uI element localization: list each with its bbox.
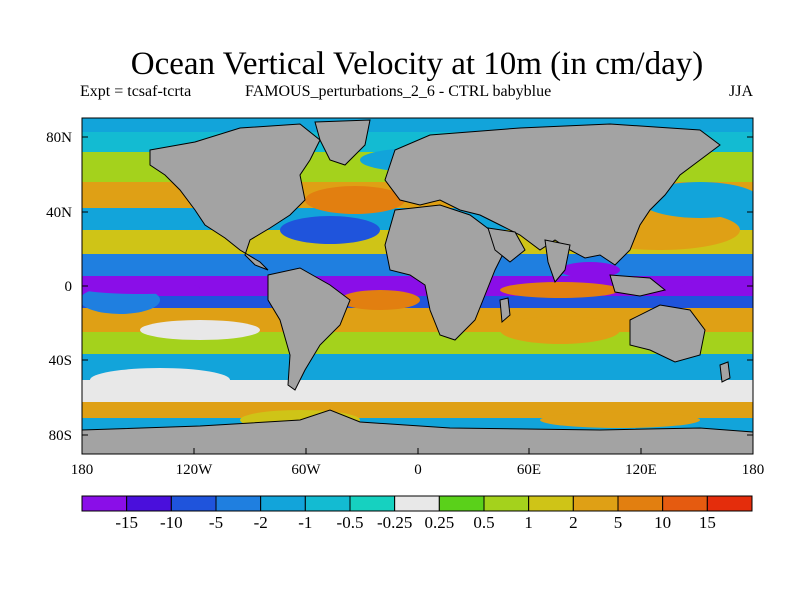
colorbar-label: 5: [614, 513, 623, 532]
land-greenland: [314, 119, 371, 166]
land-africa: [384, 204, 506, 341]
land-india: [544, 239, 571, 283]
lat-tick-label: 0: [65, 279, 73, 295]
colorbar-label: 10: [654, 513, 671, 532]
colorbar-label: -2: [254, 513, 268, 532]
experiment-label: Expt = tcsaf-tcrta: [80, 83, 192, 100]
land-australia: [629, 304, 706, 363]
colorbar-swatch: [260, 495, 306, 512]
lon-tick-label: 60W: [291, 462, 321, 478]
colorbar-label: 2: [569, 513, 578, 532]
colorbar-label: -10: [160, 513, 183, 532]
colorbar-swatch: [215, 495, 262, 512]
experiment-description: FAMOUS_perturbations_2_6 - CTRL babyblue: [245, 83, 552, 100]
lon-tick-label: 120W: [176, 462, 214, 478]
colorbar-swatch: [394, 495, 440, 512]
colorbar-swatch: [662, 495, 708, 512]
colorbar: -15 -10 -5 -2 -1 -0.5 -0.25 0.25 0.5 1 2 5 10 15: [81, 495, 753, 532]
land-masses: [82, 119, 753, 454]
colorbar-swatch: [438, 495, 485, 512]
colorbar-swatch: [572, 495, 619, 512]
colorbar-swatch: [706, 495, 753, 512]
colorbar-label: -0.25: [377, 513, 412, 532]
season-label: JJA: [728, 83, 753, 100]
lon-tick-label: 60E: [517, 462, 541, 478]
colorbar-swatch: [617, 495, 664, 512]
land-south-america: [267, 267, 351, 391]
lon-tick-label: 180: [742, 462, 765, 478]
colorbar-swatch: [349, 495, 396, 512]
colorbar-label: -1: [298, 513, 312, 532]
lat-tick-label: 40S: [49, 353, 72, 369]
colorbar-swatch: [81, 495, 128, 512]
colorbar-label: -0.5: [337, 513, 364, 532]
colorbar-swatch: [304, 495, 351, 512]
latitude-axis: [82, 136, 753, 436]
lon-tick-label: 180: [71, 462, 94, 478]
colorbar-label: -5: [209, 513, 223, 532]
colorbar-label: -15: [115, 513, 138, 532]
land-eurasia: [384, 123, 721, 266]
colorbar-label: 0.25: [424, 513, 454, 532]
colorbar-swatch: [170, 495, 217, 512]
land-arabia: [487, 227, 526, 263]
colorbar-swatch: [126, 495, 172, 512]
land-maritime-asia: [609, 274, 667, 297]
colorbar-label: 1: [524, 513, 533, 532]
lon-tick-label: 0: [414, 462, 422, 478]
map-title: Ocean Vertical Velocity at 10m (in cm/da…: [130, 46, 704, 82]
land-north-america: [149, 123, 321, 271]
lon-tick-label: 120E: [625, 462, 657, 478]
colorbar-swatch: [528, 495, 574, 512]
colorbar-label: 0.5: [473, 513, 494, 532]
land-antarctica: [82, 409, 753, 454]
lat-tick-label: 80S: [49, 428, 72, 444]
longitude-axis: [81, 448, 754, 454]
colorbar-label: 15: [699, 513, 716, 532]
lat-tick-label: 40N: [46, 205, 72, 221]
lat-tick-label: 80N: [46, 130, 72, 146]
land-new-zealand: [719, 361, 731, 383]
colorbar-swatch: [483, 495, 530, 512]
map-panel: [82, 118, 753, 454]
land-madagascar: [499, 297, 511, 324]
